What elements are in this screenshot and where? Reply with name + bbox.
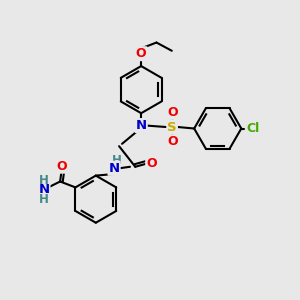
Text: S: S (167, 121, 177, 134)
Text: O: O (146, 157, 157, 170)
Text: O: O (136, 47, 146, 60)
Text: H: H (38, 193, 48, 206)
Text: H: H (38, 174, 48, 187)
Text: O: O (167, 106, 178, 119)
Text: O: O (56, 160, 67, 173)
Text: Cl: Cl (246, 122, 260, 135)
Text: H: H (112, 154, 122, 166)
Text: N: N (136, 119, 147, 132)
Text: O: O (167, 135, 178, 148)
Text: N: N (109, 162, 120, 175)
Text: N: N (38, 183, 50, 196)
